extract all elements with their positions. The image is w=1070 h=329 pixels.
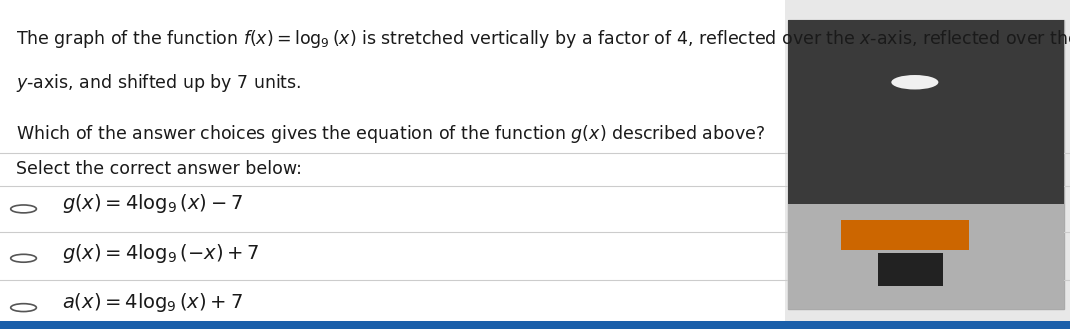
FancyBboxPatch shape — [788, 20, 1064, 309]
Text: Select the correct answer below:: Select the correct answer below: — [16, 160, 302, 178]
FancyBboxPatch shape — [0, 321, 1070, 329]
Text: Which of the answer choices gives the equation of the function $g(x)$ described : Which of the answer choices gives the eq… — [16, 123, 765, 145]
FancyBboxPatch shape — [878, 253, 943, 286]
FancyBboxPatch shape — [788, 204, 1064, 309]
Text: $g(x) = 4\log_9(-x) + 7$: $g(x) = 4\log_9(-x) + 7$ — [62, 242, 260, 265]
Text: $y$-axis, and shifted up by 7 units.: $y$-axis, and shifted up by 7 units. — [16, 72, 302, 94]
Circle shape — [11, 205, 36, 213]
Text: $g(x) = 4\log_9(x) - 7$: $g(x) = 4\log_9(x) - 7$ — [62, 192, 243, 215]
Circle shape — [891, 75, 938, 89]
Circle shape — [11, 254, 36, 262]
FancyBboxPatch shape — [788, 20, 1064, 204]
Circle shape — [11, 304, 36, 312]
Text: $a(x) = 4\log_9(x) + 7$: $a(x) = 4\log_9(x) + 7$ — [62, 291, 243, 314]
Text: The graph of the function $f(x) = \log_9(x)$ is stretched vertically by a factor: The graph of the function $f(x) = \log_9… — [16, 28, 1070, 50]
FancyBboxPatch shape — [0, 0, 785, 329]
FancyBboxPatch shape — [841, 220, 969, 250]
